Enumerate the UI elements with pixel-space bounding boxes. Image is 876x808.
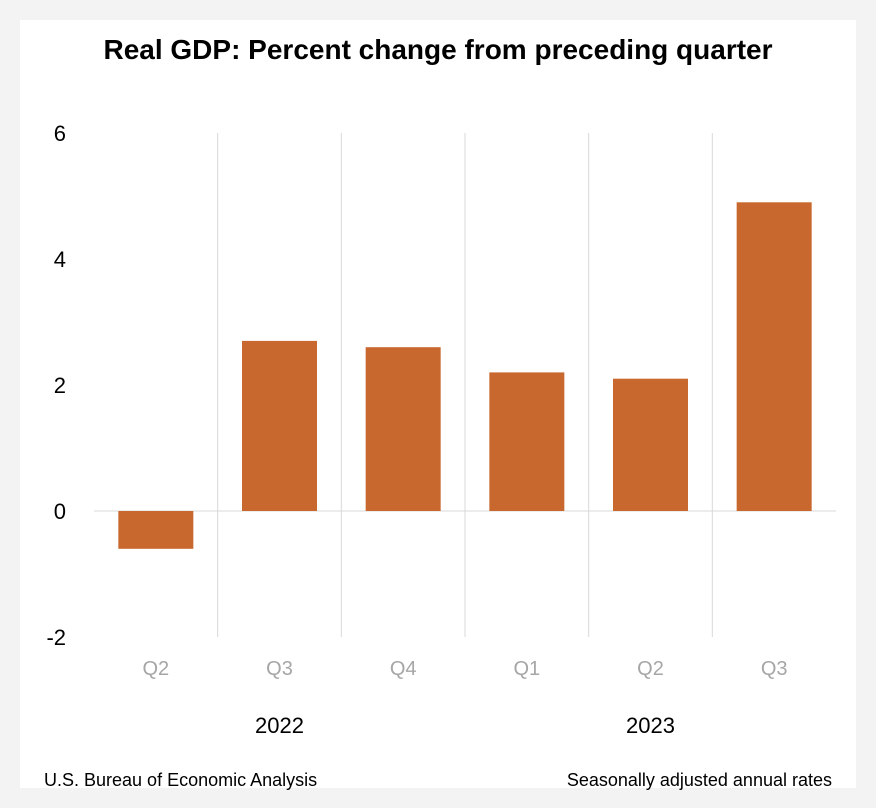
bar-1 <box>118 511 194 549</box>
x-tick-label: Q2 <box>637 658 664 680</box>
x-tick-label: Q1 <box>513 658 540 680</box>
bar-2 <box>242 340 317 511</box>
x-tick-label: Q2 <box>142 658 169 680</box>
y-tick-label: 6 <box>54 121 66 146</box>
chart-title: Real GDP: Percent change from preceding … <box>103 34 773 65</box>
y-tick-label: 2 <box>54 373 66 398</box>
x-axis-year-labels: 2022 2023 <box>255 713 675 738</box>
bar-5 <box>613 378 688 511</box>
y-tick-label: -2 <box>46 625 66 650</box>
bar-6 <box>736 202 812 512</box>
bar-4 <box>489 372 565 511</box>
bar-layer <box>118 202 812 549</box>
y-tick-label: 0 <box>54 499 66 524</box>
y-axis-tick-labels: -2 0 2 4 6 <box>46 121 66 650</box>
x-tick-label: Q4 <box>390 658 417 680</box>
year-label: 2023 <box>626 713 675 738</box>
year-label: 2022 <box>255 713 304 738</box>
x-tick-label: Q3 <box>761 658 788 680</box>
source-note: U.S. Bureau of Economic Analysis <box>44 770 318 790</box>
bar-3 <box>365 347 441 511</box>
x-axis-tick-labels: Q2 Q3 Q4 Q1 Q2 Q3 <box>142 658 787 680</box>
x-tick-label: Q3 <box>266 658 293 680</box>
grid-layer <box>217 133 713 637</box>
rate-note: Seasonally adjusted annual rates <box>566 770 832 790</box>
y-tick-label: 4 <box>54 247 66 272</box>
